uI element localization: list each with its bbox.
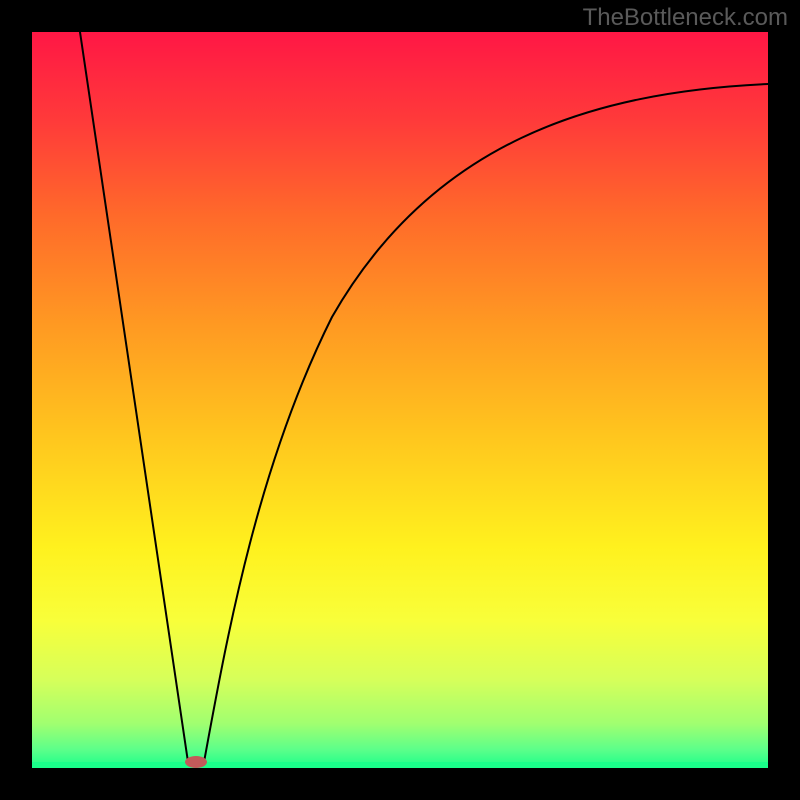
watermark-text: TheBottleneck.com	[583, 4, 788, 32]
chart-svg	[0, 0, 800, 800]
optimal-point-marker	[185, 756, 207, 768]
plot-bottom-bar	[32, 762, 768, 768]
chart-container: TheBottleneck.com	[0, 0, 800, 800]
plot-background-gradient	[32, 32, 768, 768]
plot-area	[32, 32, 768, 768]
